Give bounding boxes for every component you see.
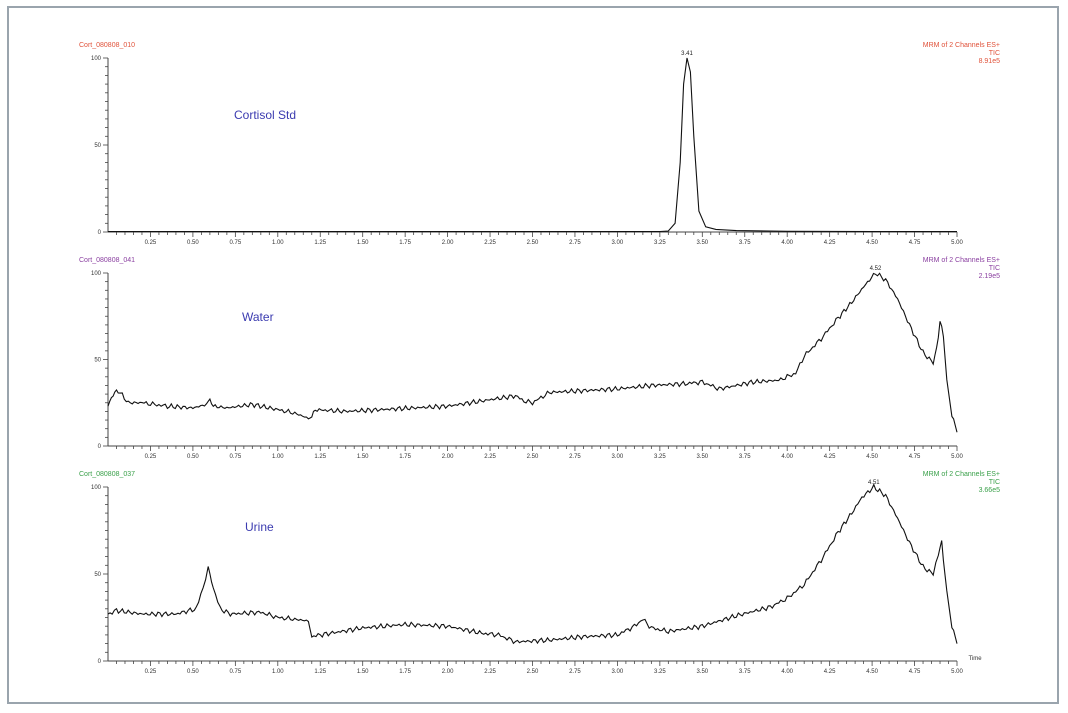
- peak-label: 3.41: [681, 51, 693, 57]
- chromatogram-trace: [107, 483, 958, 645]
- x-tick-label: 2.25: [484, 454, 496, 460]
- x-tick-label: 4.25: [824, 240, 836, 246]
- x-tick-label: 4.25: [824, 454, 836, 460]
- x-tick-label: 1.75: [399, 454, 411, 460]
- y-tick-label: 100: [91, 56, 102, 62]
- x-tick-label: 1.75: [399, 240, 411, 246]
- x-tick-label: 2.75: [569, 240, 581, 246]
- x-tick-label: 3.50: [696, 669, 708, 675]
- x-tick-label: 3.75: [739, 669, 751, 675]
- peak-label: 4.52: [870, 266, 882, 272]
- x-tick-label: 4.00: [781, 240, 793, 246]
- x-tick-label: 2.50: [527, 240, 539, 246]
- x-tick-label: 4.25: [824, 669, 836, 675]
- x-tick-label: 3.75: [739, 240, 751, 246]
- x-tick-label: 0.25: [145, 669, 157, 675]
- panel-channel-label: TIC: [989, 479, 1000, 486]
- x-tick-label: 2.75: [569, 454, 581, 460]
- x-tick-label: 1.00: [272, 240, 284, 246]
- x-tick-label: 1.00: [272, 669, 284, 675]
- x-tick-label: 2.25: [484, 240, 496, 246]
- x-tick-label: 1.50: [357, 454, 369, 460]
- x-tick-label: 4.75: [909, 454, 921, 460]
- x-tick-label: 3.00: [612, 240, 624, 246]
- panel-file-label: Cort_080808_010: [79, 42, 135, 49]
- x-tick-label: 0.75: [230, 669, 242, 675]
- x-tick-label: 0.25: [145, 454, 157, 460]
- peak-label: 4.51: [868, 480, 880, 486]
- panel-sample-label: Urine: [245, 520, 274, 534]
- x-tick-label: 4.50: [866, 240, 878, 246]
- x-tick-label: 2.50: [527, 454, 539, 460]
- x-axis-unit: Time: [968, 656, 982, 662]
- y-tick-label: 50: [94, 143, 101, 149]
- x-tick-label: 2.25: [484, 669, 496, 675]
- x-tick-label: 3.50: [696, 240, 708, 246]
- x-tick-label: 5.00: [951, 240, 963, 246]
- x-tick-label: 3.50: [696, 454, 708, 460]
- x-tick-label: 1.25: [314, 669, 326, 675]
- x-tick-label: 2.00: [442, 454, 454, 460]
- x-tick-label: 3.25: [654, 240, 666, 246]
- x-tick-label: 3.00: [612, 669, 624, 675]
- panel-channel-label: MRM of 2 Channels ES+: [923, 257, 1000, 264]
- x-tick-label: 4.75: [909, 669, 921, 675]
- panel-channel-label: 3.66e5: [979, 487, 1001, 494]
- x-tick-label: 3.75: [739, 454, 751, 460]
- x-tick-label: 3.25: [654, 454, 666, 460]
- x-tick-label: 0.50: [187, 454, 199, 460]
- panel-channel-label: TIC: [989, 265, 1000, 272]
- panel-channel-label: 8.91e5: [979, 58, 1001, 65]
- chromatogram-trace: [108, 57, 957, 233]
- panel-channel-label: MRM of 2 Channels ES+: [923, 42, 1000, 49]
- x-tick-label: 0.25: [145, 240, 157, 246]
- x-tick-label: 1.25: [314, 454, 326, 460]
- x-tick-label: 1.25: [314, 240, 326, 246]
- x-tick-label: 2.75: [569, 669, 581, 675]
- x-tick-label: 1.50: [357, 669, 369, 675]
- y-tick-label: 0: [98, 659, 102, 665]
- y-tick-label: 0: [98, 444, 102, 450]
- x-tick-label: 2.00: [442, 240, 454, 246]
- panel-sample-label: Cortisol Std: [234, 108, 296, 122]
- panel-channel-label: MRM of 2 Channels ES+: [923, 471, 1000, 478]
- x-tick-label: 4.50: [866, 669, 878, 675]
- panel-channel-label: TIC: [989, 50, 1000, 57]
- x-tick-label: 4.00: [781, 669, 793, 675]
- x-tick-label: 2.50: [527, 669, 539, 675]
- x-tick-label: 4.75: [909, 240, 921, 246]
- x-tick-label: 0.75: [230, 240, 242, 246]
- panel-file-label: Cort_080808_037: [79, 471, 135, 478]
- x-tick-label: 1.75: [399, 669, 411, 675]
- x-tick-label: 5.00: [951, 669, 963, 675]
- x-tick-label: 4.50: [866, 454, 878, 460]
- x-tick-label: 4.00: [781, 454, 793, 460]
- panel-file-label: Cort_080808_041: [79, 257, 135, 264]
- panel-channel-label: 2.19e5: [979, 273, 1001, 280]
- y-tick-label: 50: [94, 572, 101, 578]
- x-tick-label: 1.00: [272, 454, 284, 460]
- x-tick-label: 3.00: [612, 454, 624, 460]
- x-tick-label: 0.50: [187, 240, 199, 246]
- chromatogram-chart: Cort_080808_010 MRM of 2 Channels ES+TIC8…: [79, 42, 1001, 675]
- x-tick-label: 0.50: [187, 669, 199, 675]
- panel-sample-label: Water: [242, 310, 274, 324]
- x-tick-label: 3.25: [654, 669, 666, 675]
- y-tick-label: 100: [91, 485, 102, 491]
- y-tick-label: 50: [94, 358, 101, 364]
- chromatogram-figure: Cort_080808_010 MRM of 2 Channels ES+ TIC 8…: [7, 6, 1059, 704]
- y-tick-label: 0: [98, 230, 102, 236]
- x-tick-label: 1.50: [357, 240, 369, 246]
- x-tick-label: 0.75: [230, 454, 242, 460]
- x-tick-label: 2.00: [442, 669, 454, 675]
- y-tick-label: 100: [91, 271, 102, 277]
- x-tick-label: 5.00: [951, 454, 963, 460]
- chromatogram-trace: [107, 272, 958, 433]
